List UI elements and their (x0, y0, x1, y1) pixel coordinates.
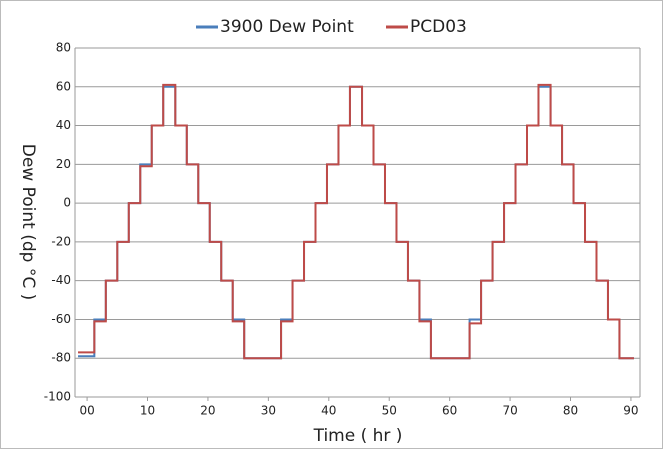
y-tick-label: 0 (63, 196, 71, 210)
y-tick-label: -20 (51, 234, 71, 248)
y-tick-label: -100 (44, 390, 71, 404)
y-axis-title: Dew Point (dp °C ) (18, 144, 38, 301)
x-tick-label: 10 (140, 404, 155, 418)
y-tick-label: -80 (51, 351, 71, 365)
legend-label: 3900 Dew Point (220, 17, 354, 37)
series-line (78, 83, 634, 360)
x-tick-label: 80 (563, 404, 578, 418)
x-tick-label: 50 (382, 404, 397, 418)
x-axis-title: Time ( hr ) (313, 426, 403, 446)
y-tick-label: -60 (51, 312, 71, 326)
y-tick-label: -40 (51, 273, 71, 287)
x-tick-label: 30 (261, 404, 276, 418)
y-tick-label: 60 (56, 79, 71, 93)
legend-label: PCD03 (410, 17, 467, 37)
x-tick-label: 40 (321, 404, 336, 418)
y-tick-label: 40 (56, 118, 71, 132)
y-tick-label: 20 (56, 157, 71, 171)
x-tick-label: 70 (502, 404, 517, 418)
y-tick-label: 80 (56, 41, 71, 55)
x-tick-label: 00 (79, 404, 94, 418)
x-tick-label: 20 (200, 404, 215, 418)
x-tick-label: 90 (623, 404, 638, 418)
x-tick-label: 60 (442, 404, 457, 418)
